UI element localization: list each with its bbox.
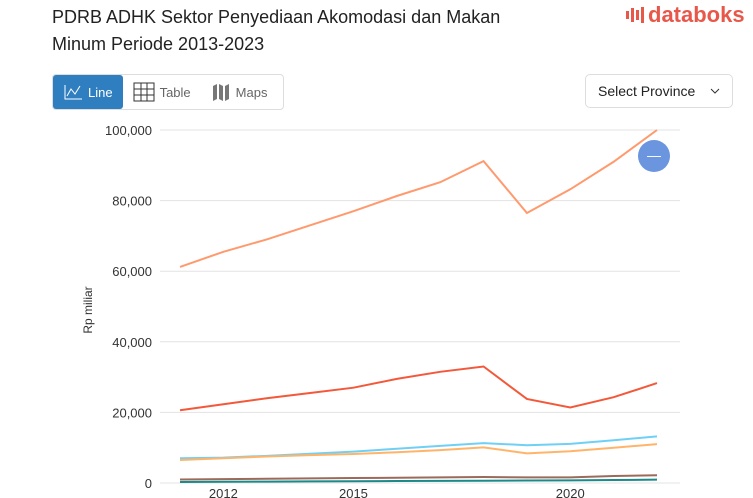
series-line-4[interactable] (179, 474, 658, 481)
series-line-1[interactable] (179, 365, 658, 412)
map-icon (212, 84, 229, 101)
tab-line-label: Line (88, 84, 113, 100)
tab-maps-label: Maps (235, 84, 268, 100)
province-select[interactable]: Select Province (585, 74, 733, 108)
y-tick-label: 60,000 (112, 264, 152, 279)
view-tabs: Line Table Maps (52, 74, 284, 110)
y-tick-label: 80,000 (112, 194, 152, 209)
tab-table[interactable]: Table (123, 75, 201, 109)
y-tick-label: 20,000 (112, 405, 152, 420)
series-line-2[interactable] (179, 435, 658, 460)
databoks-logo[interactable]: databoks (626, 2, 745, 28)
tab-maps[interactable]: Maps (201, 75, 278, 109)
y-tick-label: 40,000 (112, 335, 152, 350)
province-select-label: Select Province (598, 83, 696, 99)
chevron-down-icon (710, 88, 720, 94)
logo-text: databoks (648, 2, 745, 27)
y-tick-label: 0 (145, 476, 152, 491)
x-tick-label: 2015 (339, 486, 368, 498)
tab-line[interactable]: Line (53, 75, 123, 109)
line-chart-icon (64, 85, 82, 100)
series-line-0[interactable] (179, 129, 658, 268)
series-line-3[interactable] (179, 443, 658, 462)
y-axis-label: Rp miliar (81, 286, 95, 333)
x-tick-label: 2012 (209, 486, 238, 498)
x-tick-label: 2020 (556, 486, 585, 498)
tab-table-label: Table (159, 84, 191, 100)
series-line-5[interactable] (179, 478, 658, 483)
collapse-button[interactable]: — (638, 140, 670, 172)
chart-title: PDRB ADHK Sektor Penyediaan Akomodasi da… (52, 7, 501, 54)
y-tick-label: 100,000 (105, 123, 152, 138)
logo-bars-icon (626, 7, 644, 23)
table-icon (133, 82, 155, 102)
